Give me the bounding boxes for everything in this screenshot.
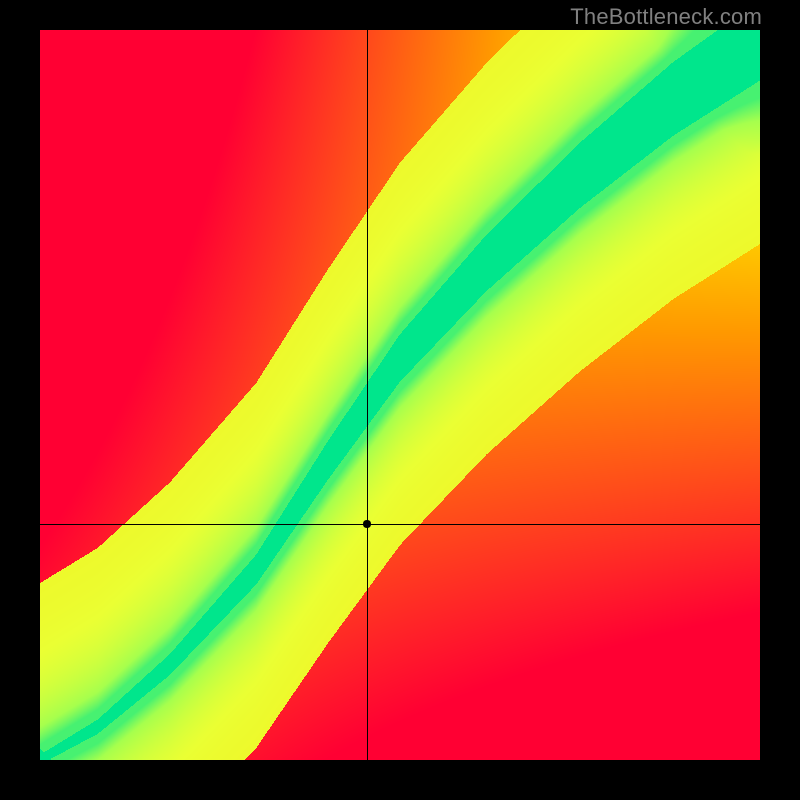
chart-container: TheBottleneck.com	[0, 0, 800, 800]
watermark-text: TheBottleneck.com	[570, 4, 762, 30]
bottleneck-heatmap	[40, 30, 760, 760]
